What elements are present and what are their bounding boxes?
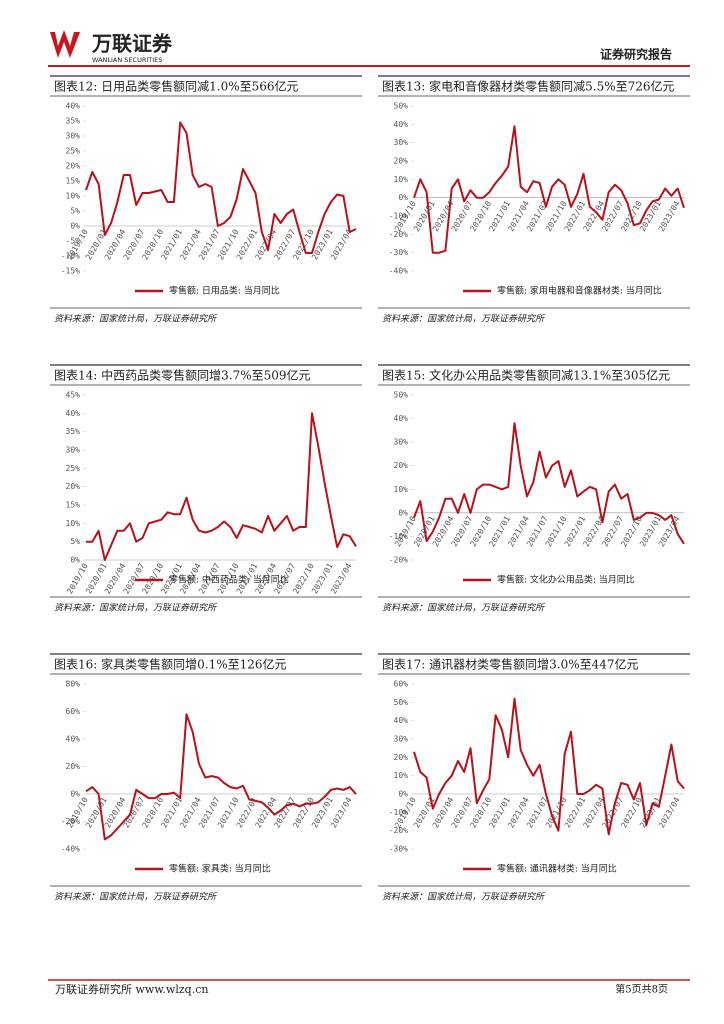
y-tick-label: 30%	[66, 446, 81, 455]
y-tick-label: 50%	[394, 698, 409, 707]
legend-label: 零售额: 日用品类: 当月同比	[169, 285, 280, 297]
source: 资料来源：国家统计局，万联证券研究所	[382, 892, 546, 903]
legend-label: 零售额: 通讯器材类: 当月同比	[497, 863, 617, 875]
y-tick-label: 10%	[394, 485, 409, 494]
y-tick-label: 20%	[394, 157, 409, 166]
legend-label: 零售额: 家用电器和音像器材类: 当月同比	[497, 285, 662, 297]
y-tick-label: -40%	[389, 267, 408, 276]
chart-title: 图表16: 家具类零售额同增0.1%至126亿元	[54, 657, 287, 672]
y-tick-label: 35%	[66, 427, 81, 436]
y-tick-label: 10%	[66, 519, 81, 528]
legend-label: 零售额: 文化办公用品类: 当月同比	[497, 574, 635, 586]
source: 资料来源：国家统计局，万联证券研究所	[382, 603, 546, 614]
y-tick-label: -15%	[61, 267, 80, 276]
y-tick-label: 20%	[66, 482, 81, 491]
series-line	[413, 125, 685, 254]
y-tick-label: 10%	[66, 192, 81, 201]
y-tick-label: 40%	[66, 102, 81, 111]
series-line	[85, 713, 357, 841]
y-tick-label: 0%	[70, 790, 80, 799]
y-tick-label: -20%	[61, 817, 80, 826]
y-tick-label: 40%	[66, 409, 81, 418]
y-tick-label: 30%	[394, 138, 409, 147]
y-tick-label: 20%	[394, 753, 409, 762]
y-tick-label: 35%	[66, 117, 81, 126]
y-tick-label: 15%	[66, 501, 81, 510]
legend-label: 零售额: 家具类: 当月同比	[169, 863, 271, 875]
y-tick-label: -20%	[389, 826, 408, 835]
y-tick-label: 30%	[394, 438, 409, 447]
y-tick-label: -10%	[61, 252, 80, 261]
y-tick-label: 50%	[394, 102, 409, 111]
y-tick-label: -10%	[389, 212, 408, 221]
source: 资料来源：国家统计局，万联证券研究所	[54, 892, 218, 903]
footer-left: 万联证券研究所 www.wlzq.cn	[55, 982, 208, 996]
chart-title: 图表15: 文化办公用品类零售额同减13.1%至305亿元	[382, 368, 670, 383]
y-tick-label: 0%	[70, 222, 80, 231]
y-tick-label: 60%	[394, 680, 409, 689]
series-line	[413, 697, 685, 836]
chart-title: 图表17: 通讯器材类零售额同增3.0%至447亿元	[382, 657, 639, 672]
chart-title: 图表13: 家电和音像器材类零售额同减5.5%至726亿元	[382, 79, 675, 94]
y-tick-label: 25%	[66, 464, 81, 473]
y-tick-label: 5%	[70, 207, 80, 216]
y-tick-label: -40%	[61, 845, 80, 854]
y-tick-label: -10%	[389, 808, 408, 817]
y-tick-label: -20%	[389, 230, 408, 239]
y-tick-label: 0%	[398, 790, 408, 799]
brand: 万联证券	[91, 32, 173, 56]
y-tick-label: 50%	[394, 391, 409, 400]
brand-en: WANLIAN SECURITIES	[92, 56, 162, 64]
y-tick-label: 0%	[398, 193, 408, 202]
y-tick-label: 20%	[66, 762, 81, 771]
y-tick-label: 0%	[70, 556, 80, 565]
series-line	[86, 412, 357, 561]
y-tick-label: 0%	[398, 508, 408, 517]
y-tick-label: -10%	[389, 532, 408, 541]
chart-title: 图表14: 中西药品类零售额同增3.7%至509亿元	[54, 368, 311, 383]
source: 资料来源：国家统计局，万联证券研究所	[382, 314, 546, 325]
y-tick-label: 40%	[394, 120, 409, 129]
y-tick-label: 20%	[394, 461, 409, 470]
y-tick-label: 15%	[66, 177, 81, 186]
logo-mark	[50, 30, 80, 58]
y-tick-label: -5%	[66, 237, 81, 246]
legend-label: 零售额: 中西药品类: 当月同比	[169, 574, 289, 586]
y-tick-label: 30%	[394, 735, 409, 744]
y-tick-label: -30%	[389, 845, 408, 854]
y-tick-label: 40%	[394, 414, 409, 423]
y-tick-label: 10%	[394, 771, 409, 780]
y-tick-label: 5%	[70, 537, 80, 546]
source: 资料来源：国家统计局，万联证券研究所	[54, 603, 218, 614]
source: 资料来源：国家统计局，万联证券研究所	[54, 314, 218, 325]
y-tick-label: -20%	[389, 556, 408, 565]
y-tick-label: 80%	[66, 680, 81, 689]
y-tick-label: 40%	[66, 735, 81, 744]
series-line	[413, 422, 685, 545]
y-tick-label: 60%	[66, 707, 81, 716]
series-line	[85, 121, 357, 254]
footer-right: 第5页共8页	[615, 983, 668, 996]
doc-type: 证券研究报告	[600, 47, 672, 62]
y-tick-label: 10%	[394, 175, 409, 184]
y-tick-label: -30%	[389, 248, 408, 257]
y-tick-label: 20%	[66, 162, 81, 171]
y-tick-label: 45%	[66, 391, 81, 400]
y-tick-label: 25%	[66, 147, 81, 156]
y-tick-label: 30%	[66, 132, 81, 141]
y-tick-label: 40%	[394, 716, 409, 725]
chart-title: 图表12: 日用品类零售额同减1.0%至566亿元	[54, 79, 299, 94]
